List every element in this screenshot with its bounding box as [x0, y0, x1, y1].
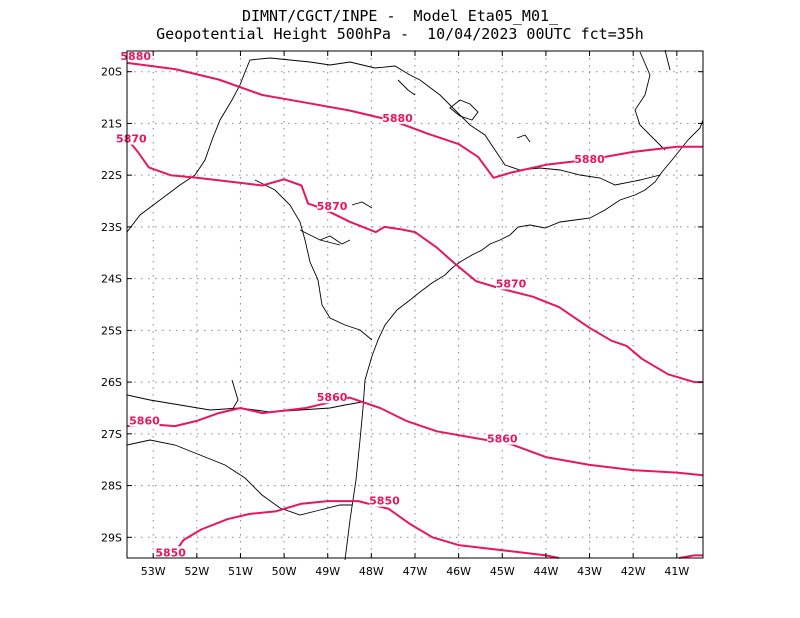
map-title-line1: DIMNT/CGCT/INPE - Model Eta05_M01_ [241, 7, 559, 25]
x-tick-label: 50W [272, 565, 297, 578]
x-tick-label: 52W [184, 565, 209, 578]
x-tick-label: 48W [359, 565, 384, 578]
y-tick-label: 28S [101, 480, 122, 493]
state-border [126, 394, 363, 413]
x-tick-label: 46W [446, 565, 471, 578]
state-border [254, 179, 373, 341]
contour-5850 [169, 500, 560, 559]
coastline [344, 119, 704, 561]
contour-label-bg [574, 153, 605, 166]
contour-5840 [678, 554, 703, 559]
contour-label: 5850 [155, 546, 186, 559]
x-tick-label: 42W [621, 565, 646, 578]
contour-labels: 5880 5880 5880 5870 5870 5870 5860 5860 5860 5850… [116, 49, 605, 559]
contour-label: 5850 [369, 495, 400, 508]
x-tick-label: 53W [141, 565, 166, 578]
contour-label: 5870 [116, 133, 147, 146]
contour-label-bg [116, 132, 147, 145]
contour-label: 5870 [317, 200, 348, 213]
state-border [126, 439, 352, 516]
y-tick-label: 29S [101, 531, 122, 544]
contour-label-bg [317, 391, 348, 404]
y-tick-label: 21S [101, 117, 122, 130]
contour-label-bg [155, 546, 186, 559]
contour-label-bg [369, 494, 400, 507]
x-tick-label: 47W [403, 565, 428, 578]
y-tick-label: 27S [101, 428, 122, 441]
y-tick-label: 24S [101, 273, 122, 286]
contour-label-bg [487, 432, 518, 445]
contour-label: 5870 [496, 277, 527, 290]
x-tick-label: 44W [533, 565, 558, 578]
contour-label-bg [120, 49, 151, 62]
x-tick-label: 41W [664, 565, 689, 578]
contour-5870 [126, 138, 703, 384]
x-tick-label: 49W [315, 565, 340, 578]
state-border [126, 57, 421, 233]
coastline-and-borders [126, 49, 704, 561]
longitude-axis: 53W 52W 51W 50W 49W 48W 47W 46W 45W 44W 43W 42W 41W [141, 51, 689, 578]
x-tick-label: 43W [577, 565, 602, 578]
state-border [419, 79, 661, 186]
reservoir [319, 235, 351, 245]
contour-label: 5880 [120, 50, 151, 63]
y-tick-label: 26S [101, 376, 122, 389]
state-border [231, 379, 239, 411]
state-border [634, 51, 666, 151]
contour-label: 5880 [574, 153, 605, 166]
contour-label-bg [382, 111, 413, 124]
contour-label: 5860 [487, 433, 518, 446]
contour-label-bg [317, 199, 348, 212]
contour-label-bg [496, 277, 526, 290]
reservoir [397, 79, 416, 96]
reservoir [449, 99, 479, 121]
y-tick-label: 25S [101, 324, 122, 337]
reservoir [351, 201, 373, 209]
contour-5860 [126, 396, 704, 477]
latitude-axis: 20S 21S 22S 23S 24S 25S 26S 27S 28S 29S [101, 66, 703, 544]
contour-label-bg [129, 414, 160, 427]
contour-label: 5880 [382, 112, 413, 125]
lat-lon-grid [127, 51, 703, 558]
contour-label: 5860 [129, 414, 160, 427]
contour-label: 5860 [317, 391, 348, 404]
reservoir [516, 134, 531, 143]
state-border [664, 49, 671, 71]
y-tick-label: 22S [101, 169, 122, 182]
x-tick-label: 51W [228, 565, 253, 578]
x-tick-label: 45W [490, 565, 515, 578]
y-tick-label: 20S [101, 66, 122, 79]
map-title-line2: Geopotential Height 500hPa - 10/04/2023 … [156, 25, 644, 43]
y-tick-label: 23S [101, 221, 122, 234]
